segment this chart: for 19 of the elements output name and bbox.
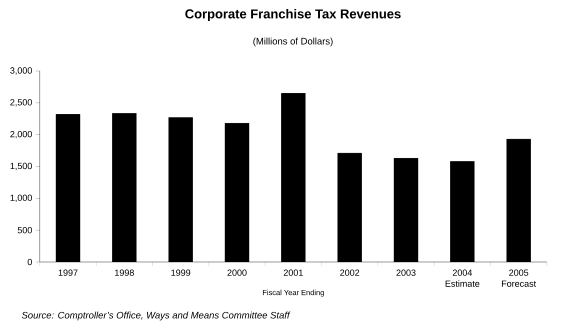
chart-title: Corporate Franchise Tax Revenues: [185, 8, 401, 22]
x-tick-label: 1998: [115, 270, 134, 276]
source-note: Source: Comptroller’s Office, Ways and Means Committee Staff: [22, 312, 290, 320]
y-tick-label: 3,000: [10, 67, 32, 75]
y-tick-label: 500: [18, 226, 32, 234]
chart-subtitle: (Millions of Dollars): [253, 38, 333, 46]
x-tick-label: 1997: [58, 270, 78, 276]
x-tick-label: 2004 Estimate: [446, 270, 480, 287]
x-tick-label: 2001: [284, 270, 303, 276]
x-tick-label: 2002: [340, 270, 360, 276]
x-tick-label: 2003: [396, 270, 416, 276]
y-tick-label: 2,500: [10, 99, 32, 107]
x-tick-label: 2005 Forecast: [502, 270, 536, 287]
x-tick-label: 2000: [227, 270, 247, 276]
y-tick-label: 2,000: [10, 130, 32, 138]
y-tick-label: 1,500: [10, 162, 32, 170]
x-tick-label: 1999: [171, 270, 190, 276]
y-tick-label: 0: [28, 258, 32, 266]
y-tick-label: 1,000: [10, 194, 32, 202]
